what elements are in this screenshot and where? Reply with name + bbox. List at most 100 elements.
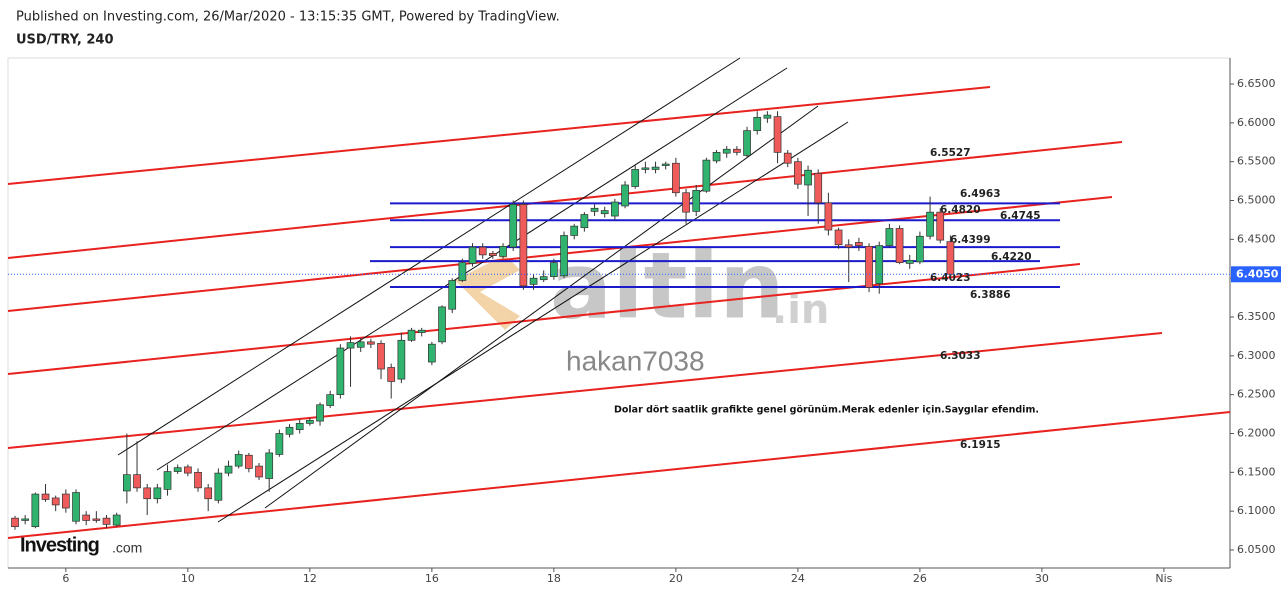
level-label: 6.4399	[950, 234, 991, 246]
candle-body	[946, 241, 955, 275]
trend-line	[7, 263, 1081, 375]
last-price-label: 6.4050	[1236, 267, 1279, 280]
candle-body	[753, 117, 762, 131]
candle-body	[794, 161, 802, 185]
candle-body	[539, 276, 548, 281]
candle-body	[123, 474, 131, 492]
x-tick-label: 10	[181, 572, 195, 585]
candle-body	[448, 280, 457, 310]
candle-body	[682, 192, 690, 213]
candle-body	[346, 342, 355, 349]
candle-body	[377, 343, 385, 370]
watermark-text: altin	[550, 232, 785, 339]
candle-body	[41, 493, 50, 500]
candle-body	[824, 202, 833, 231]
header: Published on Investing.com, 26/Mar/2020 …	[16, 10, 560, 25]
channel-line	[217, 121, 849, 523]
candle-body	[936, 211, 945, 241]
channel-line	[264, 105, 819, 509]
x-tick-label: 16	[425, 572, 439, 585]
x-tick-label: 26	[913, 572, 927, 585]
candle-body	[62, 493, 70, 509]
candle-body	[509, 204, 518, 248]
y-tick-label: 6.5000	[1237, 194, 1276, 207]
candle-body	[51, 497, 60, 506]
candle-body	[72, 492, 80, 522]
candle-body	[580, 214, 589, 229]
trend-label: 6.3033	[940, 350, 981, 362]
x-tick-label: 18	[547, 572, 561, 585]
candle-body	[865, 245, 873, 288]
candle-body	[224, 465, 233, 474]
candle-body	[570, 225, 579, 236]
candle-body	[275, 433, 284, 455]
candle-body	[316, 404, 324, 422]
candle-body	[733, 148, 741, 153]
x-tick-label: Nis	[1155, 572, 1172, 585]
trend-line	[7, 411, 1231, 539]
trend-label: 6.5527	[930, 147, 971, 159]
candle-body	[21, 518, 30, 521]
candle-body	[489, 252, 497, 256]
candle-body	[621, 184, 629, 207]
candle-body	[295, 423, 304, 430]
candle-body	[844, 244, 853, 248]
trend-label: 6.4820	[940, 204, 981, 216]
channel-line	[156, 67, 788, 471]
candle-body	[855, 242, 863, 246]
y-tick-label: 6.3500	[1237, 310, 1276, 323]
candle-body	[265, 452, 274, 479]
y-tick-label: 6.2000	[1237, 426, 1276, 439]
candle-body	[11, 517, 19, 528]
candle-body	[133, 474, 141, 489]
y-tick-label: 6.2500	[1237, 388, 1276, 401]
candle-body	[102, 517, 111, 525]
candle-body	[722, 148, 731, 154]
candle-body	[356, 341, 365, 348]
candle-body	[600, 210, 609, 215]
y-tick-label: 6.6500	[1237, 77, 1276, 90]
candle-body	[692, 190, 701, 212]
candle-body	[550, 262, 558, 277]
y-tick-label: 6.6000	[1237, 116, 1276, 129]
candle-body	[641, 167, 650, 170]
chart-title: USD/TRY, 240	[16, 33, 114, 48]
trend-label: 6.1915	[960, 439, 1001, 451]
last-price-tag	[1231, 266, 1281, 283]
candle-body	[468, 246, 477, 264]
candle-body	[326, 394, 335, 406]
candle-body	[214, 472, 223, 501]
x-tick-label: 20	[669, 572, 683, 585]
watermark-icon	[455, 255, 520, 330]
candle-body	[916, 235, 924, 263]
candle-body	[763, 114, 772, 119]
y-tick-label: 6.3000	[1237, 349, 1276, 362]
level-label: 6.3886	[970, 289, 1011, 301]
candle-body	[875, 245, 884, 284]
candle-body	[153, 487, 162, 500]
x-tick-label: 30	[1035, 572, 1049, 585]
y-tick-label: 6.1500	[1237, 465, 1276, 478]
candle-body	[499, 245, 507, 257]
watermark-user: hakan7038	[566, 345, 705, 376]
annotation: Dolar dört saatlik grafikte genel görünü…	[614, 405, 1039, 416]
candle-body	[31, 493, 40, 528]
y-tick-label: 6.1000	[1237, 504, 1276, 517]
candle-body	[814, 172, 823, 204]
candle-body	[204, 487, 213, 500]
candle-body	[285, 426, 294, 435]
channel-line	[117, 57, 741, 456]
candle-body	[397, 339, 406, 380]
candle-body	[834, 229, 843, 246]
candle-body	[143, 487, 152, 500]
candle-body	[194, 471, 202, 489]
candle-body	[672, 162, 680, 194]
candle-body	[702, 159, 711, 192]
candle-body	[255, 465, 263, 478]
candle-body	[234, 454, 243, 467]
candle-body	[560, 235, 568, 277]
candle-body	[651, 166, 660, 170]
x-tick-label: 12	[303, 572, 317, 585]
candle-body	[438, 306, 446, 343]
